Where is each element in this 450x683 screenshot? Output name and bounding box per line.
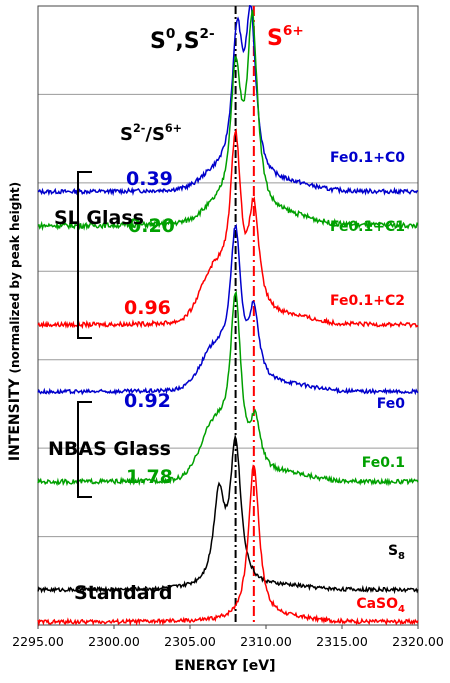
x-tick-label: 2305.00 <box>164 634 216 649</box>
s0-s2-label: S0,S2- <box>150 26 215 54</box>
series-label: Fe0.1 <box>362 455 405 471</box>
ratio-label: 0.20 <box>128 215 175 237</box>
horizontal-gridlines <box>38 93 418 538</box>
ratio-label: 1.78 <box>126 466 173 488</box>
series-label: CaSO4 <box>356 596 405 615</box>
group-label-sl-glass: SL Glass <box>54 207 144 229</box>
series-line <box>37 9 419 232</box>
x-axis-title: ENERGY [eV] <box>175 658 276 674</box>
s6-label: S6+ <box>267 23 304 51</box>
series-line <box>37 433 419 595</box>
nbas-glass-bracket <box>77 401 92 498</box>
x-tick-label: 2300.00 <box>88 634 140 649</box>
series-label: Fe0.1+C1 <box>330 219 405 235</box>
sl-glass-bracket <box>77 171 92 339</box>
group-label-standard: Standard <box>74 582 173 604</box>
ratio-label: 0.92 <box>124 390 171 412</box>
series-line <box>37 290 419 487</box>
x-tick-label: 2315.00 <box>316 634 368 649</box>
series-label: Fe0 <box>377 396 405 412</box>
y-axis-title: INTENSITY (normalized by peak height) <box>7 182 23 461</box>
series-label: Fe0.1+C0 <box>330 150 405 166</box>
ratio-header: S2-/S6+ <box>120 122 182 145</box>
series-line <box>37 128 419 330</box>
ratio-label: 0.39 <box>126 168 173 190</box>
series-line <box>37 223 419 396</box>
series-line <box>37 464 419 627</box>
x-tick-label: 2310.00 <box>240 634 292 649</box>
plot-frame <box>37 5 419 626</box>
group-label-nbas-glass: NBAS Glass <box>48 438 171 460</box>
series-label: Fe0.1+C2 <box>330 293 405 309</box>
x-tick-label: 2320.00 <box>392 634 444 649</box>
x-tick-label: 2295.00 <box>12 634 64 649</box>
x-axis: 2295.00 2300.00 2305.00 2310.00 2315.00 2320.… <box>7 182 444 674</box>
series-label: S8 <box>388 543 405 562</box>
annotations: Fe0.1+C0 0.39 Fe0.1+C1 0.20 Fe0.1+C2 0.96 Fe0 0… <box>48 23 405 615</box>
series-line <box>37 4 418 197</box>
reference-lines <box>234 6 255 625</box>
ratio-label: 0.96 <box>124 297 171 319</box>
spectra-series <box>37 4 419 627</box>
